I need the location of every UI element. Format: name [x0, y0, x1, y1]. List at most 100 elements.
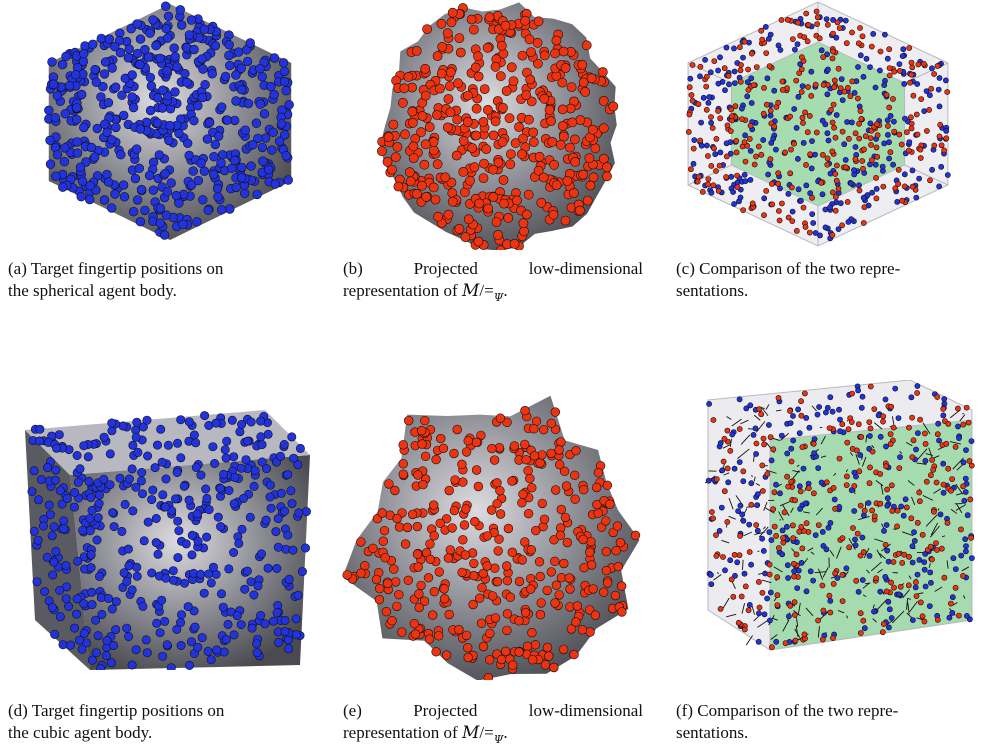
fingertip-point [242, 566, 252, 576]
projected-point [888, 579, 894, 586]
projected-point [856, 120, 862, 127]
target-point [795, 567, 802, 574]
projected-point [550, 598, 560, 608]
target-point [897, 454, 903, 460]
fingertip-point [265, 480, 275, 490]
projected-point [868, 43, 875, 50]
caption-b: (b) Projected low-dimensional representa… [343, 258, 643, 304]
fingertip-point [35, 424, 45, 434]
projected-point [562, 175, 573, 186]
projected-point [836, 25, 843, 31]
target-point [869, 189, 875, 196]
projected-point [832, 207, 839, 214]
fingertip-point [175, 5, 186, 15]
fingertip-point [157, 595, 167, 605]
fingertip-point [173, 516, 183, 526]
target-point [909, 617, 916, 623]
fingertip-point [289, 453, 299, 463]
projected-point [443, 553, 454, 563]
projected-point [514, 576, 525, 587]
projected-point [920, 60, 927, 67]
target-point [946, 614, 953, 621]
displacement-arrow [761, 579, 772, 584]
target-point [831, 496, 838, 503]
fingertip-point [52, 91, 62, 101]
fingertip-point [69, 502, 79, 512]
projected-point [482, 105, 493, 115]
projected-point [728, 106, 735, 113]
projected-point [390, 577, 401, 587]
fingertip-point [140, 44, 150, 55]
projected-point [520, 15, 530, 26]
fingertip-point [239, 493, 249, 503]
fingertip-point [115, 473, 125, 483]
displacement-arrow [872, 604, 875, 609]
projected-point [931, 71, 937, 77]
projected-point [586, 73, 597, 84]
fingertip-point [159, 230, 170, 240]
projected-point [829, 55, 836, 62]
fingertip-point [274, 136, 285, 146]
target-point [798, 559, 805, 566]
projected-point [417, 180, 427, 191]
projected-point [374, 583, 385, 594]
fingertip-point [155, 53, 165, 63]
fingertip-point [61, 51, 71, 61]
fingertip-point [246, 161, 256, 171]
target-point [833, 34, 840, 41]
math-quotient: /= [479, 281, 494, 300]
projected-point [903, 504, 910, 511]
fingertip-point [256, 416, 266, 426]
projected-point [810, 490, 817, 497]
projected-point [724, 518, 731, 525]
fingertip-point [284, 574, 294, 584]
displacement-arrow [950, 508, 958, 514]
target-point [870, 31, 877, 37]
projected-point [528, 127, 539, 138]
target-point [955, 423, 961, 430]
projected-point [960, 421, 967, 428]
projected-point [469, 162, 480, 173]
projected-point [527, 655, 538, 665]
target-point [687, 75, 694, 82]
projected-point [751, 161, 758, 168]
fingertip-point [143, 451, 153, 461]
projected-point [829, 232, 836, 238]
projected-point [934, 431, 941, 438]
fingertip-point [83, 452, 93, 462]
projected-point [790, 535, 797, 542]
target-point [794, 41, 801, 48]
projected-point [495, 71, 506, 82]
target-point [896, 61, 903, 67]
projected-point [713, 532, 719, 538]
projected-point [449, 448, 459, 459]
fingertip-point [127, 464, 137, 474]
projected-point [835, 185, 842, 192]
fingertip-point [94, 499, 104, 509]
fingertip-point [136, 184, 147, 195]
projected-point [703, 106, 710, 113]
projected-point [789, 218, 796, 224]
projected-point [734, 172, 740, 179]
fingertip-point [145, 105, 156, 116]
projected-point [417, 439, 427, 449]
fingertip-point [160, 502, 170, 512]
target-point [962, 548, 969, 555]
projected-point [708, 162, 715, 169]
fingertip-point [197, 54, 207, 64]
projected-point [853, 577, 860, 584]
projected-point [897, 583, 904, 590]
fingertip-point [184, 150, 194, 161]
projected-point [748, 501, 755, 508]
projected-point [577, 59, 588, 70]
projected-point [571, 445, 581, 456]
fingertip-point [170, 87, 180, 97]
projected-point [877, 48, 884, 55]
displacement-arrow [963, 595, 966, 599]
projected-point [407, 106, 418, 117]
displacement-arrow [740, 434, 751, 445]
projected-point [852, 156, 859, 162]
projected-point [494, 534, 504, 544]
fingertip-point [217, 102, 227, 112]
fingertip-point [143, 52, 154, 62]
